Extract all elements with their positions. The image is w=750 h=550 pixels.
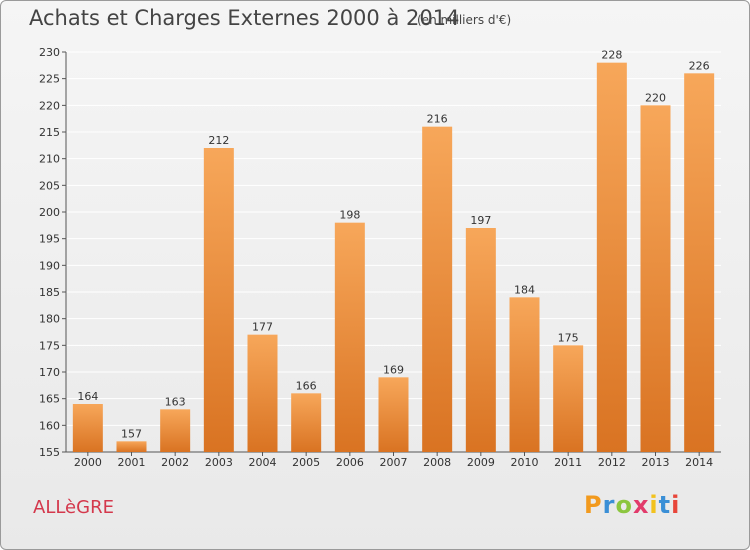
data-label: 163: [165, 395, 186, 408]
bar: [247, 334, 278, 452]
bar: [422, 126, 453, 453]
x-tick-label: 2002: [161, 456, 189, 469]
y-tick-label: 215: [39, 126, 60, 139]
data-label: 177: [252, 321, 273, 334]
bar: [378, 377, 409, 452]
data-label: 216: [427, 113, 448, 126]
data-label: 164: [77, 390, 98, 403]
chart-title: Achats et Charges Externes 2000 à 2014: [29, 6, 460, 30]
y-tick-label: 155: [39, 446, 60, 459]
x-tick-label: 2005: [292, 456, 320, 469]
x-tick-label: 2000: [74, 456, 102, 469]
x-tick-label: 2003: [205, 456, 233, 469]
x-tick-label: 2007: [380, 456, 408, 469]
data-label: 226: [689, 59, 710, 72]
y-tick-label: 225: [39, 73, 60, 86]
x-tick-label: 2004: [249, 456, 277, 469]
bar: [72, 404, 103, 452]
proxiti-logo: Proxiti: [584, 491, 680, 519]
bar: [203, 148, 234, 452]
logo-letter: i: [649, 491, 659, 519]
chart-subtitle: (en milliers d'€): [417, 13, 512, 27]
logo-letter: o: [615, 491, 633, 519]
data-label: 166: [296, 379, 317, 392]
logo-letter: r: [602, 491, 616, 519]
x-tick-label: 2014: [685, 456, 713, 469]
x-tick-label: 2011: [554, 456, 582, 469]
y-tick-label: 180: [39, 313, 60, 326]
x-tick-label: 2009: [467, 456, 495, 469]
bar: [684, 73, 715, 452]
bar: [334, 222, 365, 452]
y-tick-label: 165: [39, 393, 60, 406]
logo-letter: t: [658, 491, 672, 519]
y-tick-label: 185: [39, 286, 60, 299]
y-tick-label: 200: [39, 206, 60, 219]
bar: [116, 441, 147, 452]
data-label: 228: [601, 49, 622, 62]
data-label: 212: [208, 134, 229, 147]
bar: [291, 393, 322, 452]
y-tick-label: 195: [39, 233, 60, 246]
data-label: 169: [383, 363, 404, 376]
bar: [596, 62, 627, 453]
x-tick-label: 2012: [598, 456, 626, 469]
data-label: 197: [470, 214, 491, 227]
x-tick-label: 2008: [423, 456, 451, 469]
y-tick-label: 190: [39, 259, 60, 272]
city-name: ALLèGRE: [33, 497, 114, 518]
x-tick-label: 2001: [118, 456, 146, 469]
logo-letter: x: [632, 491, 650, 519]
y-tick-label: 170: [39, 366, 60, 379]
y-tick-label: 210: [39, 153, 60, 166]
data-label: 184: [514, 283, 535, 296]
bar: [553, 345, 584, 452]
bar: [465, 228, 496, 452]
logo-letter: P: [584, 491, 603, 519]
x-tick-label: 2010: [511, 456, 539, 469]
y-tick-label: 160: [39, 419, 60, 432]
data-label: 198: [339, 209, 360, 222]
x-tick-label: 2006: [336, 456, 364, 469]
data-label: 220: [645, 91, 666, 104]
y-tick-label: 230: [39, 46, 60, 59]
y-tick-label: 205: [39, 179, 60, 192]
bar: [640, 105, 671, 452]
bar: [509, 297, 540, 452]
data-label: 157: [121, 427, 142, 440]
data-label: 175: [558, 331, 579, 344]
y-tick-label: 175: [39, 339, 60, 352]
x-tick-label: 2013: [642, 456, 670, 469]
bar: [160, 409, 191, 452]
logo-letter: i: [671, 491, 681, 519]
y-tick-label: 220: [39, 99, 60, 112]
